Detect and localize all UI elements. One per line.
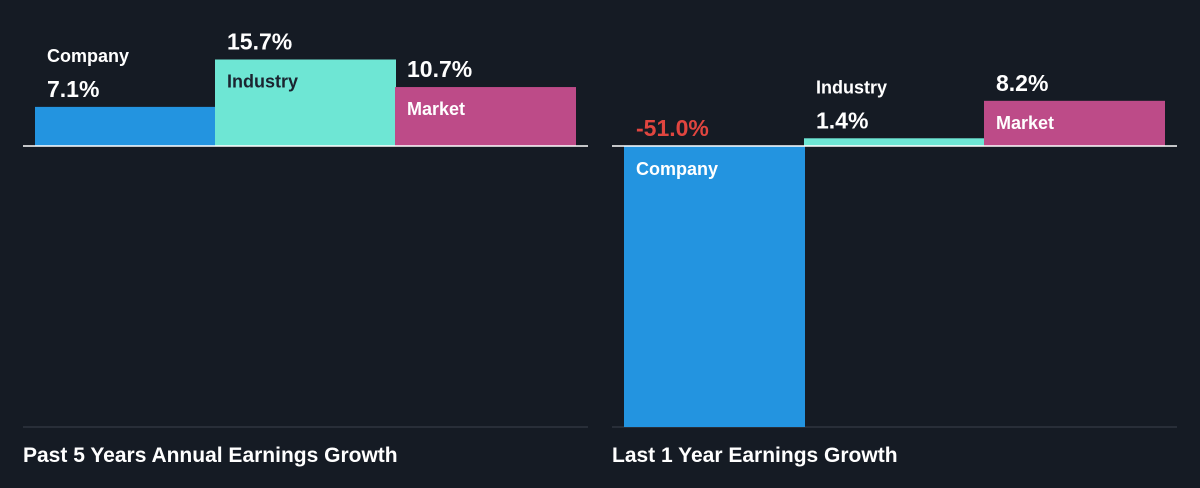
value-label-company: -51.0%: [636, 115, 709, 141]
value-label-industry: 15.7%: [227, 28, 292, 54]
bar-industry: [215, 59, 396, 146]
bar-company: [624, 146, 805, 427]
bar-company: [35, 106, 216, 146]
category-label-company: Company: [636, 159, 718, 179]
chart-title-last-1-year: Last 1 Year Earnings Growth: [612, 444, 898, 467]
value-label-industry: 1.4%: [816, 107, 868, 133]
category-label-company: Company: [47, 46, 129, 66]
value-label-market: 8.2%: [996, 70, 1048, 96]
category-label-market: Market: [407, 99, 465, 119]
bar-industry: [804, 138, 985, 146]
category-label-industry: Industry: [816, 77, 887, 97]
category-label-industry: Industry: [227, 71, 298, 91]
value-label-market: 10.7%: [407, 56, 472, 82]
category-label-market: Market: [996, 113, 1054, 133]
bar-market: [984, 100, 1165, 146]
bar-market: [395, 87, 576, 146]
value-label-company: 7.1%: [47, 76, 99, 102]
chart-title-past-5-years: Past 5 Years Annual Earnings Growth: [23, 444, 398, 467]
